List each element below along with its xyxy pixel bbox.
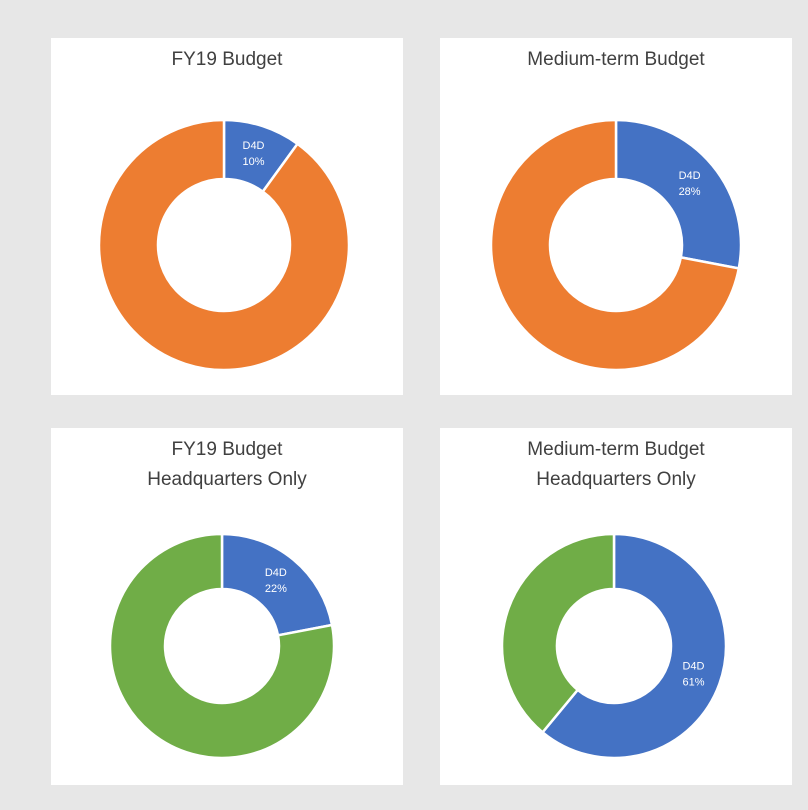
chart-title: Headquarters Only	[536, 469, 696, 490]
chart: FY19 Budget D4D 10%	[51, 38, 403, 395]
chart: Medium-term Budget Headquarters Only D4D 61…	[440, 428, 792, 785]
chart-title: Headquarters Only	[147, 469, 307, 490]
chart-title: Medium-term Budget	[527, 439, 705, 460]
slice	[489, 118, 741, 372]
slice-label: D4D	[265, 567, 287, 579]
slice	[540, 532, 728, 760]
slice	[500, 532, 616, 735]
slice-label: D4D	[243, 140, 265, 152]
chart-title: Medium-term Budget	[527, 49, 705, 70]
chart: Medium-term Budget D4D 28%	[440, 38, 792, 395]
slice-value-label: 28%	[679, 186, 701, 198]
slice	[108, 532, 336, 760]
slice	[220, 532, 334, 637]
slice	[614, 118, 743, 270]
chart: FY19 Budget Headquarters Only D4D 22%	[51, 428, 403, 785]
slice-value-label: 10%	[242, 156, 264, 168]
slice-label: D4D	[679, 170, 701, 182]
slice-value-label: 22%	[265, 583, 287, 595]
slice-label: D4D	[682, 661, 704, 673]
chart-title: FY19 Budget	[172, 439, 284, 460]
slice	[97, 118, 351, 372]
chart-title: FY19 Budget	[172, 49, 284, 70]
slice-value-label: 61%	[682, 677, 704, 689]
